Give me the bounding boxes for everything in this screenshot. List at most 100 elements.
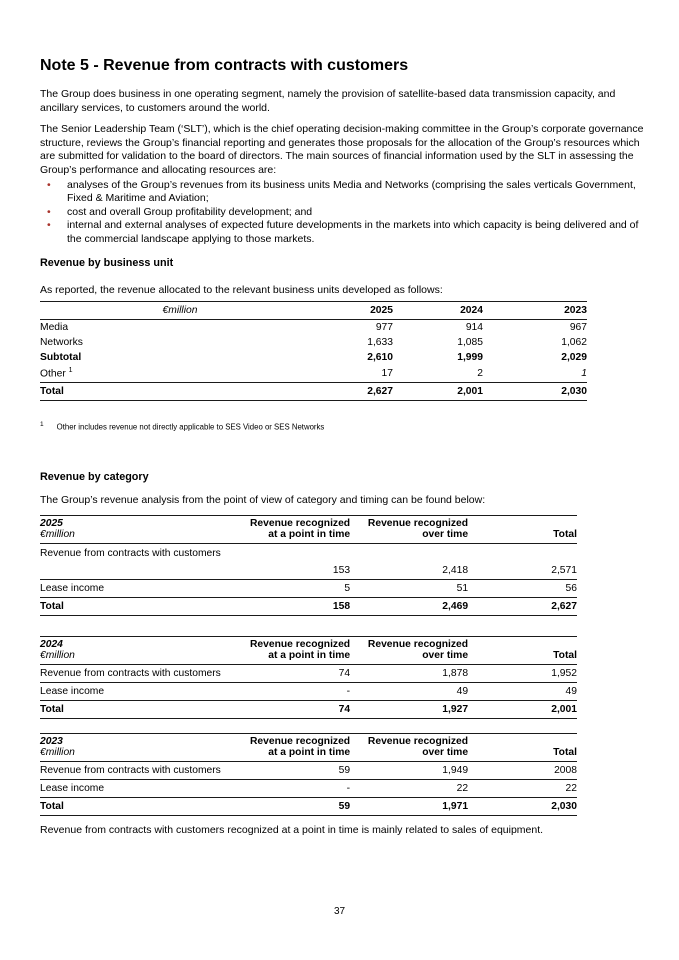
paragraph-slt: The Senior Leadership Team (‘SLT’), whic… <box>40 123 644 176</box>
cell-value: 22 <box>350 779 469 798</box>
cell-value: 1,999 <box>457 352 483 364</box>
list-item: • cost and overall Group profitability d… <box>40 206 646 220</box>
row-label: Total <box>40 700 250 719</box>
table-row: Total 2,627 2,001 2,030 <box>40 382 587 401</box>
cell-value: 5 <box>249 579 351 598</box>
footnote-ref: 1 <box>68 367 73 375</box>
cell-value: 1,878 <box>350 664 469 683</box>
cell-value: - <box>249 682 351 701</box>
col-header: Revenue recognized <box>350 732 469 747</box>
row-label: Lease income <box>40 779 250 798</box>
table-header-row: 2023 Revenue recognized Revenue recogniz… <box>40 732 577 747</box>
paragraph-operating-segment: The Group does business in one operating… <box>40 88 616 114</box>
row-label: Lease income <box>40 579 250 598</box>
year-header: 2024 <box>393 301 483 321</box>
cell-value: 56 <box>468 579 577 598</box>
table-header-row: €million at a point in time over time To… <box>40 746 577 762</box>
cell-value: 49 <box>468 682 577 701</box>
cell-value: 967 <box>569 322 587 334</box>
row-label: Total <box>40 797 250 816</box>
business-unit-table: €million 2025 2024 2023 Media 977 914 96… <box>40 301 587 401</box>
cell-value: 2,610 <box>367 352 393 364</box>
cell-value: 153 <box>249 543 351 580</box>
unit-label: €million <box>40 746 250 762</box>
col-header: Total <box>468 649 577 665</box>
table-row: Total 158 2,469 2,627 <box>40 597 577 616</box>
cell-value: 59 <box>249 797 351 816</box>
cell-value: - <box>249 779 351 798</box>
row-label: Total <box>40 382 320 401</box>
cell-value: 49 <box>350 682 469 701</box>
cell-value: 914 <box>465 322 483 334</box>
cell-value: 74 <box>249 700 351 719</box>
table-row: Lease income 5 51 56 <box>40 579 577 598</box>
col-header <box>468 635 577 650</box>
row-label: Revenue from contracts with customers <box>40 761 250 780</box>
cell-value: 17 <box>320 365 393 383</box>
col-header: over time <box>350 649 469 665</box>
page-title: Note 5 - Revenue from contracts with cus… <box>40 57 409 74</box>
closing-paragraph: Revenue from contracts with customers re… <box>40 823 544 836</box>
list-item: • analyses of the Group’s revenues from … <box>40 179 646 206</box>
col-header: over time <box>350 528 469 544</box>
bullet-text: analyses of the Group’s revenues from it… <box>67 178 636 205</box>
cell-value: 2,571 <box>468 543 577 580</box>
cell-value: 1,971 <box>350 797 469 816</box>
section-heading-business-unit: Revenue by business unit <box>40 256 174 269</box>
table-row: Revenue from contracts with customers 74… <box>40 664 577 683</box>
cell-value: 2,418 <box>350 543 469 580</box>
col-header: over time <box>350 746 469 762</box>
row-label: Revenue from contracts with customers <box>40 543 250 580</box>
table-header-row: 2024 Revenue recognized Revenue recogniz… <box>40 635 577 650</box>
cell-value: 1,952 <box>468 664 577 683</box>
row-label: Total <box>40 597 250 616</box>
cell-value: 1,949 <box>350 761 469 780</box>
table-row: Networks 1,633 1,085 1,062 <box>40 335 587 350</box>
footnote-marker: 1 <box>40 420 44 428</box>
col-header: Revenue recognized <box>249 732 351 747</box>
cell-value: 2,001 <box>468 700 577 719</box>
row-label: Networks <box>40 337 83 349</box>
year-label: 2025 <box>40 514 250 529</box>
row-label: Revenue from contracts with customers <box>40 664 250 683</box>
cell-value: 1 <box>483 365 587 383</box>
col-header: Revenue recognized <box>350 635 469 650</box>
cell-value: 1,927 <box>350 700 469 719</box>
table-row: Total 74 1,927 2,001 <box>40 700 577 719</box>
unit-label: €million <box>40 301 320 321</box>
col-header: at a point in time <box>249 649 351 665</box>
row-label: Other 1 <box>40 365 320 383</box>
table-row: Lease income - 49 49 <box>40 682 577 701</box>
cell-value: 2,627 <box>468 597 577 616</box>
section-heading-category: Revenue by category <box>40 471 149 484</box>
row-label: Lease income <box>40 682 250 701</box>
table-header-row: €million 2025 2024 2023 <box>40 301 587 321</box>
table-row: Revenue from contracts with customers 59… <box>40 761 577 780</box>
category-intro: The Group’s revenue analysis from the po… <box>40 494 486 507</box>
cell-value: 1,633 <box>367 337 393 349</box>
col-header: Total <box>468 746 577 762</box>
list-item: • internal and external analyses of expe… <box>40 219 646 246</box>
table-row: Subtotal 2,610 1,999 2,029 <box>40 350 587 365</box>
footnote-text: Other includes revenue not directly appl… <box>56 422 325 432</box>
cell-value: 1,062 <box>561 337 587 349</box>
bullet-text: internal and external analyses of expect… <box>67 219 639 245</box>
col-header: Revenue recognized <box>350 514 469 529</box>
bullet-icon: • <box>47 205 51 218</box>
cell-value: 1,085 <box>457 337 483 349</box>
business-unit-intro: As reported, the revenue allocated to th… <box>40 283 443 296</box>
bullet-list: • analyses of the Group’s revenues from … <box>40 179 646 247</box>
page-content: Note 5 - Revenue from contracts with cus… <box>40 57 646 837</box>
cell-value: 2,030 <box>483 382 587 401</box>
unit-label: €million <box>40 528 250 544</box>
category-table-2025: 2025 Revenue recognized Revenue recogniz… <box>40 514 577 616</box>
page-number: 37 <box>333 906 346 917</box>
table-row: Total 59 1,971 2,030 <box>40 797 577 816</box>
col-header <box>468 732 577 747</box>
cell-value: 22 <box>468 779 577 798</box>
bullet-text: cost and overall Group profitability dev… <box>67 205 313 218</box>
table-header-row: €million at a point in time over time To… <box>40 649 577 665</box>
table-row: Revenue from contracts with customers 15… <box>40 543 577 580</box>
cell-value: 2,627 <box>320 382 393 401</box>
